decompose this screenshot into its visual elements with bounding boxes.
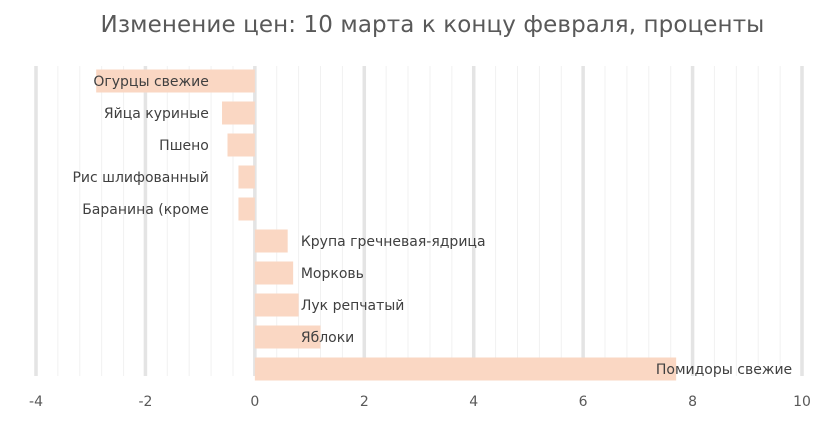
- category-label: Лук репчатый: [301, 298, 405, 314]
- category-label: Пшено: [159, 138, 209, 154]
- x-tick-label: 6: [579, 394, 588, 410]
- x-tick-label: -4: [29, 394, 43, 410]
- category-label: Крупа гречневая-ядрица: [301, 234, 486, 250]
- bar: [254, 325, 321, 349]
- category-label: Морковь: [301, 266, 364, 282]
- x-tick-label: 4: [469, 394, 478, 410]
- category-label: Яйца куриные: [104, 106, 209, 122]
- category-label: Помидоры свежие: [656, 362, 792, 378]
- bar: [227, 133, 255, 157]
- bar: [238, 165, 255, 189]
- bar: [254, 357, 677, 381]
- x-tick-label: 8: [688, 394, 697, 410]
- x-tick-label: -2: [138, 394, 152, 410]
- x-tick-label: 2: [360, 394, 369, 410]
- bar: [222, 101, 255, 125]
- category-label: Яблоки: [301, 330, 354, 346]
- chart-title: Изменение цен: 10 марта к концу февраля,…: [100, 12, 765, 38]
- x-tick-label: 10: [793, 394, 811, 410]
- category-label: Рис шлифованный: [72, 170, 208, 186]
- category-label: Баранина (кроме: [82, 202, 209, 218]
- bar: [238, 197, 255, 221]
- bar: [254, 261, 294, 285]
- category-label: Огурцы свежие: [93, 74, 208, 90]
- bar: [254, 229, 288, 253]
- bar: [254, 293, 299, 317]
- bar: [96, 69, 255, 93]
- x-tick-label: 0: [250, 394, 259, 410]
